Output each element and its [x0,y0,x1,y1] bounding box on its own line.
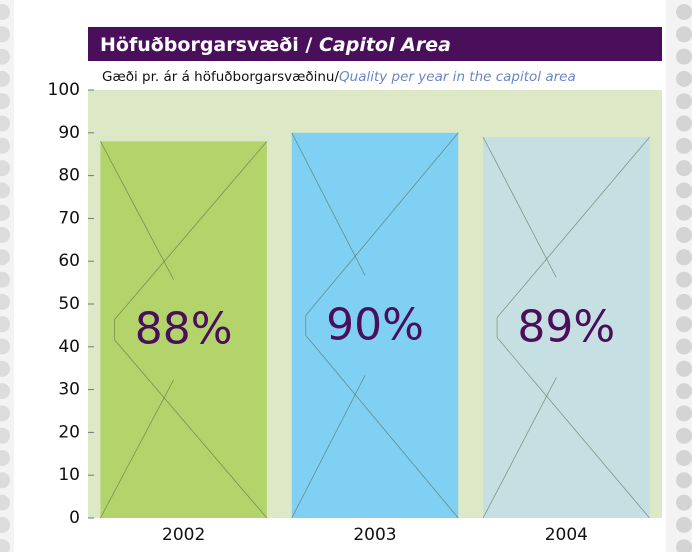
y-tick-label: 90 [58,123,80,143]
perforation [676,405,692,422]
envelope-line [100,141,175,280]
y-tick-label: 30 [58,380,80,400]
perforation [676,516,692,533]
x-tick-label: 2003 [353,525,396,545]
perforation [0,539,10,552]
perforation [0,383,10,400]
perforation [676,70,692,87]
perforation [0,450,10,466]
perforation [676,539,692,552]
y-tick-label: 0 [69,508,80,528]
y-tick-label: 40 [58,337,80,357]
perforation [0,271,10,288]
envelope-line [305,132,459,316]
x-tick-label: 2002 [162,525,205,545]
y-tick-label: 100 [48,80,80,100]
perforation [676,249,692,266]
envelope-line [305,335,459,519]
perforation [676,93,692,110]
perforation [0,227,10,243]
perforation [676,182,692,199]
x-tick-label: 2004 [545,525,588,545]
perforation [0,70,10,87]
perforation [0,293,10,310]
title-part: Capitol Area [319,34,451,56]
perforation [0,137,10,154]
y-tick-label: 60 [58,251,80,271]
perforation [0,204,10,221]
envelope-line [291,375,366,519]
perforation [676,472,692,489]
perforation [676,427,692,444]
perforation [676,360,692,377]
perforation [676,271,692,288]
perforation [0,48,10,65]
perforation [0,115,10,132]
y-tick-label: 70 [58,208,80,228]
envelope-line [496,337,650,519]
chart-title: Höfuðborgarsvæði / Capitol Area [100,34,451,56]
envelope-line [291,132,366,276]
bar [291,132,459,519]
bar [483,137,650,518]
perforation [0,427,10,444]
perforation [0,338,10,355]
perforation [0,4,10,20]
perforation [676,450,692,466]
title-bar [88,27,662,61]
perforation [676,115,692,132]
perforation [676,227,692,243]
perforation [676,48,692,65]
perforation [0,182,10,199]
envelope-line [100,379,175,519]
bar [100,141,267,519]
value-label: 89% [517,302,615,353]
subtitle-part: Gæði pr. ár á höfuðborgarsvæðinu/ [102,69,339,85]
perforation [0,472,10,489]
perforation [676,26,692,43]
perforation [676,494,692,511]
envelope-line [496,136,650,318]
value-label: 90% [326,299,424,350]
title-part: Höfuðborgarsvæði / [100,34,312,56]
perforation [0,160,10,177]
perforation [676,293,692,310]
envelope-line [114,141,268,320]
perforation [676,316,692,333]
envelope-line [482,136,557,278]
chart-subtitle: Gæði pr. ár á höfuðborgarsvæðinu/Quality… [102,69,576,85]
perforation [0,26,10,43]
perforation [676,160,692,177]
perforation [676,383,692,400]
perforation [676,137,692,154]
subtitle-part: Quality per year in the capitol area [339,69,576,85]
envelope-line [482,377,557,519]
perforation [0,93,10,110]
perforation [0,516,10,533]
perforation [676,4,692,20]
perforation [0,494,10,511]
envelope-line [114,339,268,519]
perforation [0,360,10,377]
perforation [0,316,10,333]
perforation [676,338,692,355]
value-label: 88% [135,304,233,355]
perforation [0,405,10,422]
y-tick-label: 10 [58,465,80,485]
perforation [0,249,10,266]
y-tick-label: 50 [58,294,80,314]
y-tick-label: 20 [58,422,80,442]
perforation [676,204,692,221]
y-tick-label: 80 [58,166,80,186]
